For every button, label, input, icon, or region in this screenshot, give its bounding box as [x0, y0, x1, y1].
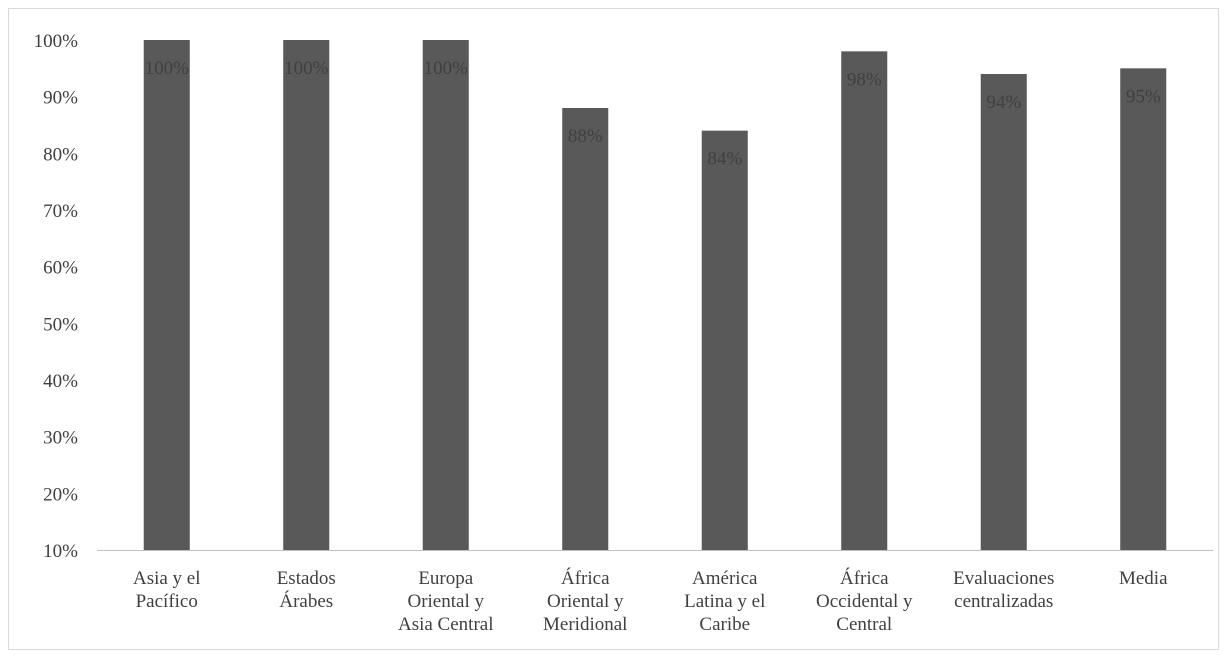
data-label: 95% [1126, 86, 1161, 107]
y-tick-label: 30% [43, 428, 78, 449]
y-axis: 10% 20% 30% 40% 50% 60% 70% 80% 90% 100% [34, 31, 79, 562]
data-label: 100% [145, 58, 190, 79]
data-labels: 100% 100% 100% 88% 84% 98% 94% 95% [145, 58, 1161, 170]
data-label: 100% [424, 58, 469, 79]
data-label: 100% [284, 58, 329, 79]
y-tick-label: 50% [43, 314, 78, 335]
x-tick-label: América Latina y el Caribe [684, 568, 765, 635]
x-tick-label: Estados Árabes [277, 568, 336, 612]
x-tick-label: Asia y el Pacífico [133, 568, 201, 612]
bar [143, 40, 190, 550]
bar [562, 108, 609, 550]
y-tick-label: 90% [43, 88, 78, 109]
x-tick-label: Media [1119, 568, 1168, 589]
x-tick-label: África Oriental y Meridional [543, 567, 627, 635]
bar [841, 51, 888, 550]
data-label: 94% [986, 92, 1021, 113]
data-label: 88% [568, 126, 603, 147]
y-tick-label: 10% [43, 541, 78, 562]
bars [143, 40, 1167, 550]
y-tick-label: 40% [43, 371, 78, 392]
y-tick-label: 80% [43, 144, 78, 165]
y-tick-label: 60% [43, 258, 78, 279]
x-tick-label: Europa Oriental y Asia Central [398, 568, 494, 635]
bar [422, 40, 469, 550]
data-label: 98% [847, 69, 882, 90]
data-label: 84% [707, 149, 742, 170]
y-tick-label: 100% [34, 31, 79, 52]
y-tick-label: 70% [43, 201, 78, 222]
bar [283, 40, 330, 550]
bar [1120, 68, 1167, 550]
y-tick-label: 20% [43, 484, 78, 505]
bar [701, 130, 748, 550]
x-tick-label: Evaluaciones centralizadas [953, 568, 1054, 612]
x-axis: Asia y el Pacífico Estados Árabes Europa Orie… [133, 567, 1168, 635]
x-tick-label: África Occidental y Central [816, 567, 913, 635]
bar [980, 74, 1027, 550]
